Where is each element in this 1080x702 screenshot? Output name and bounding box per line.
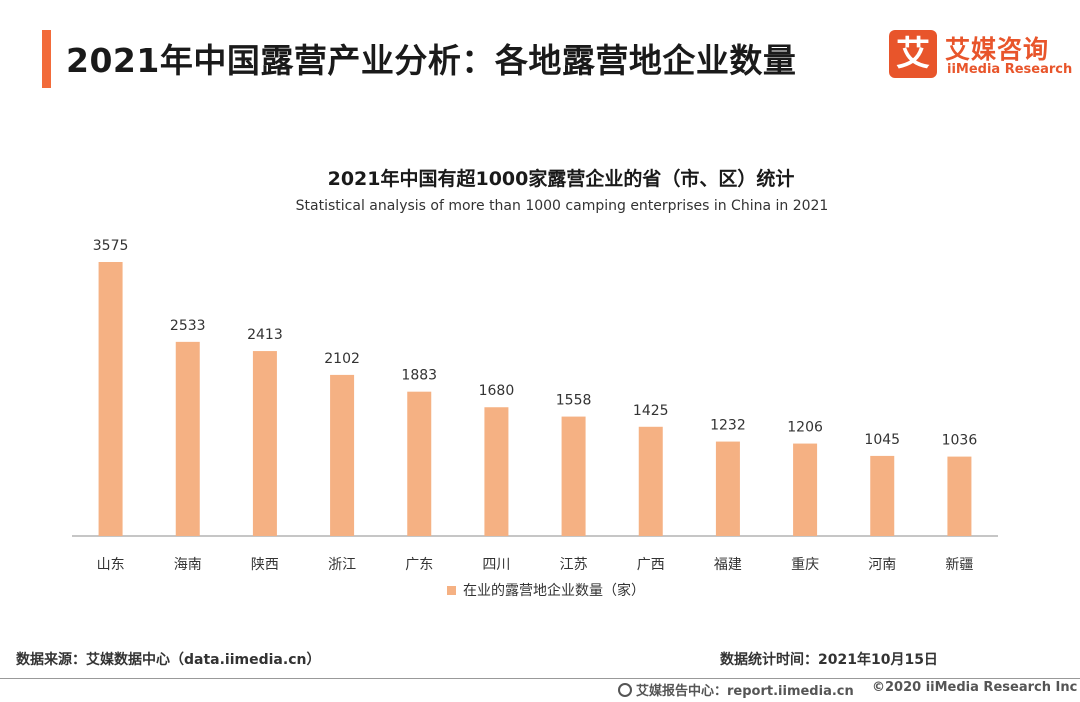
data-label-3: 2102 — [324, 351, 360, 367]
bar-5 — [484, 407, 509, 536]
copyright-note: ©2020 iiMedia Research Inc — [872, 680, 1078, 695]
x-tick-label-7: 广西 — [637, 557, 665, 573]
data-label-0: 3575 — [93, 238, 129, 254]
data-label-2: 2413 — [247, 327, 283, 343]
x-tick-label-0: 山东 — [97, 557, 125, 573]
report-center-note: 艾媒报告中心：report.iimedia.cn — [618, 680, 854, 699]
bar-7 — [638, 426, 663, 536]
data-label-8: 1232 — [710, 418, 746, 434]
bar-2 — [252, 351, 277, 536]
chart-subtitle: Statistical analysis of more than 1000 c… — [295, 198, 829, 214]
bar-11 — [947, 456, 972, 536]
data-label-11: 1036 — [942, 433, 978, 449]
x-tick-label-8: 福建 — [714, 557, 742, 573]
logo-name-cn: 艾媒咨询 — [945, 35, 1050, 64]
legend-swatch — [447, 586, 456, 595]
bar-0 — [98, 262, 123, 536]
title-accent-bar — [42, 30, 51, 88]
data-source-note: 数据来源：艾媒数据中心（data.iimedia.cn） — [16, 652, 321, 668]
footer-divider — [0, 678, 1080, 679]
data-label-9: 1206 — [787, 420, 823, 436]
x-tick-label-5: 四川 — [482, 557, 510, 573]
iimedia-logo: 艾 艾媒咨询 iiMedia Research — [889, 30, 1072, 82]
globe-icon — [618, 683, 632, 697]
x-tick-label-3: 浙江 — [328, 557, 356, 573]
x-tick-label-11: 新疆 — [945, 557, 973, 573]
logo-name-en: iiMedia Research — [947, 62, 1073, 77]
bar-4 — [407, 391, 432, 536]
bar-6 — [561, 416, 586, 536]
bar-10 — [870, 455, 895, 536]
x-tick-label-4: 广东 — [405, 557, 433, 573]
data-date-note: 数据统计时间：2021年10月15日 — [720, 652, 938, 668]
bar-1 — [175, 341, 200, 536]
data-label-5: 1680 — [479, 383, 515, 399]
report-center-text: 艾媒报告中心：report.iimedia.cn — [636, 684, 854, 699]
data-label-6: 1558 — [556, 393, 592, 409]
bar-9 — [793, 443, 818, 536]
data-label-10: 1045 — [864, 432, 900, 448]
bar-8 — [715, 441, 740, 536]
x-tick-label-6: 江苏 — [560, 557, 588, 573]
bar-3 — [330, 374, 355, 536]
legend-label: 在业的露营地企业数量（家） — [463, 583, 645, 599]
x-tick-label-10: 河南 — [868, 557, 896, 573]
x-tick-label-9: 重庆 — [791, 557, 819, 573]
page-title: 2021年中国露营产业分析：各地露营地企业数量 — [66, 41, 797, 80]
x-tick-label-2: 陕西 — [251, 557, 279, 573]
chart-title: 2021年中国有超1000家露营企业的省（市、区）统计 — [327, 168, 795, 190]
logo-mark: 艾 — [889, 30, 937, 78]
x-tick-label-1: 海南 — [174, 557, 202, 573]
data-label-4: 1883 — [401, 368, 437, 384]
data-label-1: 2533 — [170, 318, 206, 334]
data-label-7: 1425 — [633, 403, 669, 419]
